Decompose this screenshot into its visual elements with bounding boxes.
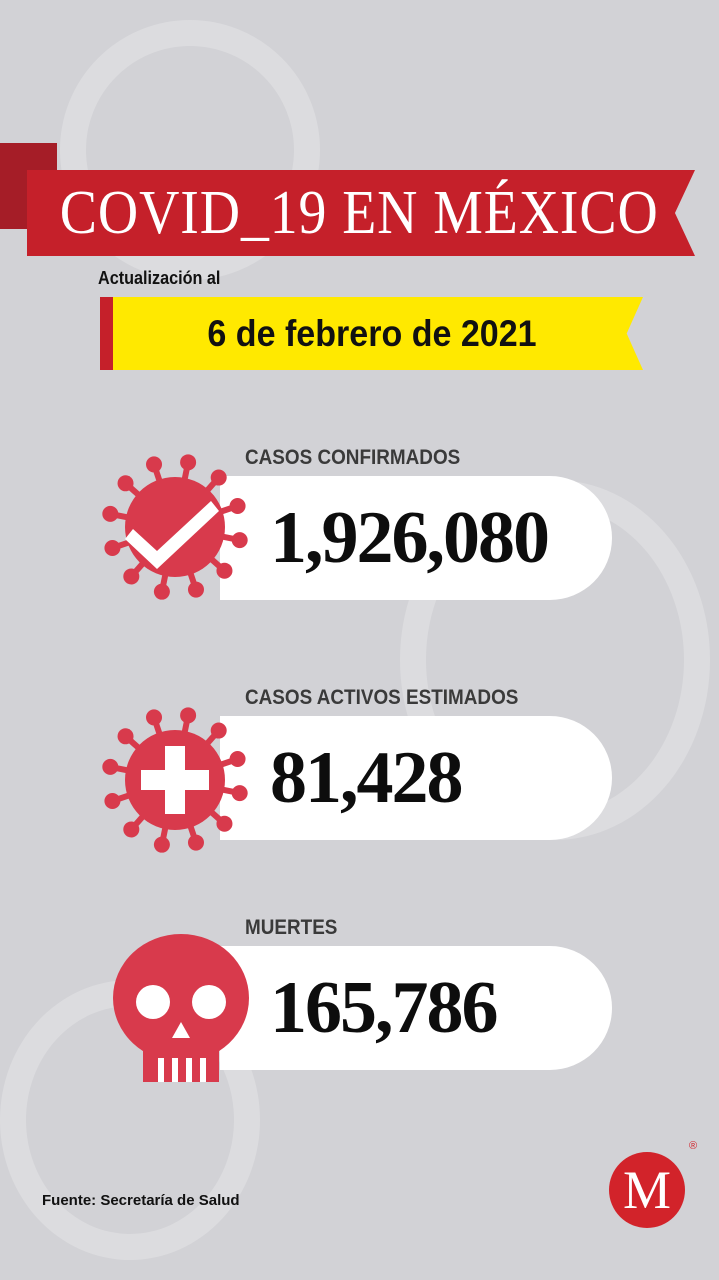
stat-value-active: 81,428: [270, 737, 463, 819]
stat-label-deaths: MUERTES: [245, 916, 338, 939]
stat-pill-confirmed: [220, 476, 612, 600]
page-title: COVID_19 EN MÉXICO: [59, 179, 659, 247]
stat-label-confirmed: CASOS CONFIRMADOS: [245, 446, 461, 469]
skull-icon: [113, 934, 249, 1082]
registered-mark: ®: [689, 1140, 698, 1152]
date-highlight: [100, 297, 643, 370]
source-note: Fuente: Secretaría de Salud: [42, 1192, 240, 1209]
update-label: Actualización al: [98, 268, 221, 288]
stat-pill-deaths: [220, 946, 612, 1070]
virus-body: [102, 454, 248, 600]
stat-value-deaths: 165,786: [270, 967, 498, 1049]
title-banner: [27, 170, 695, 256]
stat-label-active: CASOS ACTIVOS ESTIMADOS: [245, 686, 519, 709]
brand-logo: M: [609, 1152, 685, 1228]
stat-pill-active: [220, 716, 612, 840]
update-date: 6 de febrero de 2021: [207, 313, 537, 354]
virus-plus-icon: [102, 707, 248, 853]
virus-check-icon: [102, 454, 248, 600]
stat-value-confirmed: 1,926,080: [270, 497, 550, 579]
